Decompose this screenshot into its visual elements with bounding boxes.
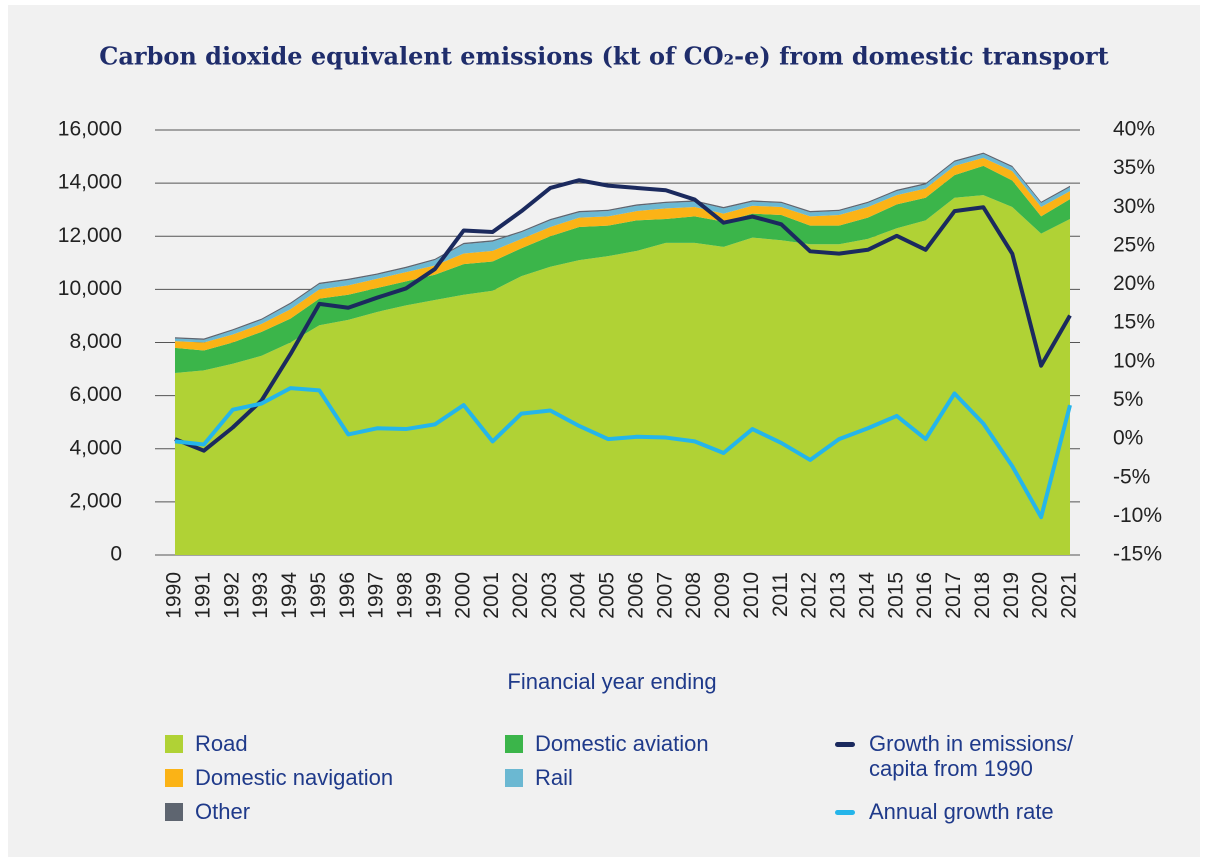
y-tick-label: 10,000 — [58, 277, 122, 300]
legend-label: Domestic aviation — [535, 731, 709, 756]
x-tick-label: 2016 — [913, 572, 936, 619]
y2-tick-label: 5% — [1113, 388, 1143, 411]
y2-tick-label: 30% — [1113, 195, 1155, 218]
y-tick-label: 16,000 — [58, 118, 122, 141]
legend-label: Growth in emissions/ capita from 1990 — [869, 731, 1074, 781]
legend-item: Rail — [505, 765, 573, 790]
x-tick-label: 2007 — [653, 572, 676, 619]
legend-swatch — [835, 742, 855, 747]
y-tick-label: 8,000 — [69, 330, 122, 353]
x-tick-label: 2004 — [567, 572, 590, 619]
legend-swatch — [165, 735, 183, 753]
legend-item: Road — [165, 731, 248, 756]
x-tick-label: 2003 — [538, 572, 561, 619]
x-tick-label: 2017 — [942, 572, 965, 619]
area — [175, 165, 1070, 374]
y2-tick-label: -10% — [1113, 504, 1162, 527]
x-tick-label: 2005 — [596, 572, 619, 619]
legend-swatch — [165, 769, 183, 787]
x-tick-label: 1993 — [249, 572, 272, 619]
legend-swatch — [505, 769, 523, 787]
y-tick-label: 12,000 — [58, 224, 122, 247]
x-tick-label: 2014 — [855, 572, 878, 619]
x-tick-label: 1996 — [336, 572, 359, 619]
y2-tick-label: 35% — [1113, 156, 1155, 179]
x-tick-label: 2011 — [769, 572, 792, 617]
x-tick-label: 1999 — [422, 572, 445, 619]
y2-tick-label: 15% — [1113, 311, 1155, 334]
legend-swatch — [505, 735, 523, 753]
x-tick-label: 1994 — [278, 572, 301, 619]
legend-item: Domestic navigation — [165, 765, 393, 790]
x-tick-label: 2012 — [798, 572, 821, 619]
chart-title: Carbon dioxide equivalent emissions (kt … — [99, 42, 1108, 71]
line — [174, 386, 1072, 520]
x-tick-label: 2002 — [509, 572, 532, 619]
x-tick-label: 2015 — [884, 572, 907, 619]
x-tick-label: 1991 — [191, 572, 214, 619]
y2-tick-label: 0% — [1113, 427, 1143, 450]
x-tick-label: 2010 — [740, 572, 763, 619]
x-tick-label: 1990 — [163, 572, 186, 619]
legend-label: Domestic navigation — [195, 765, 394, 790]
legend-item: Annual growth rate — [835, 799, 1125, 824]
y2-tick-label: 10% — [1113, 349, 1155, 372]
y2-tick-label: 25% — [1113, 233, 1155, 256]
legend-item: Domestic aviation — [505, 731, 709, 756]
x-tick-label: 1992 — [220, 572, 243, 619]
y-tick-label: 14,000 — [58, 171, 122, 194]
legend-label: Rail — [535, 765, 573, 790]
x-tick-label: 1995 — [307, 572, 330, 619]
legend-label: Road — [195, 731, 248, 756]
legend-item: Other — [165, 799, 250, 824]
legend-label: Other — [195, 799, 251, 824]
x-tick-label: 2019 — [1000, 572, 1023, 619]
x-axis-label: Financial year ending — [507, 669, 716, 694]
x-tick-label: 2013 — [827, 572, 850, 619]
legend-swatch — [165, 803, 183, 821]
x-tick-label: 2008 — [682, 572, 705, 619]
x-tick-label: 2020 — [1029, 572, 1052, 619]
y2-tick-label: 40% — [1113, 118, 1155, 141]
legend-item: Growth in emissions/ capita from 1990 — [835, 731, 1125, 781]
line — [174, 178, 1072, 453]
x-tick-label: 2000 — [451, 572, 474, 619]
y-tick-label: 4,000 — [69, 436, 122, 459]
x-tick-label: 2009 — [711, 572, 734, 619]
x-tick-label: 2021 — [1058, 572, 1081, 619]
y2-tick-label: 20% — [1113, 272, 1155, 295]
y-tick-label: 0 — [110, 543, 122, 566]
legend-label: Annual growth rate — [869, 799, 1054, 824]
x-tick-label: 2018 — [971, 572, 994, 619]
y2-tick-label: -15% — [1113, 543, 1162, 566]
x-tick-label: 1997 — [365, 572, 388, 619]
area — [175, 195, 1070, 555]
x-tick-label: 2006 — [624, 572, 647, 619]
legend-swatch — [835, 810, 855, 815]
x-tick-label: 2001 — [480, 572, 503, 619]
y-tick-label: 6,000 — [69, 383, 122, 406]
y2-tick-label: -5% — [1113, 465, 1150, 488]
x-tick-label: 1998 — [394, 572, 417, 619]
y-tick-label: 2,000 — [69, 489, 122, 512]
